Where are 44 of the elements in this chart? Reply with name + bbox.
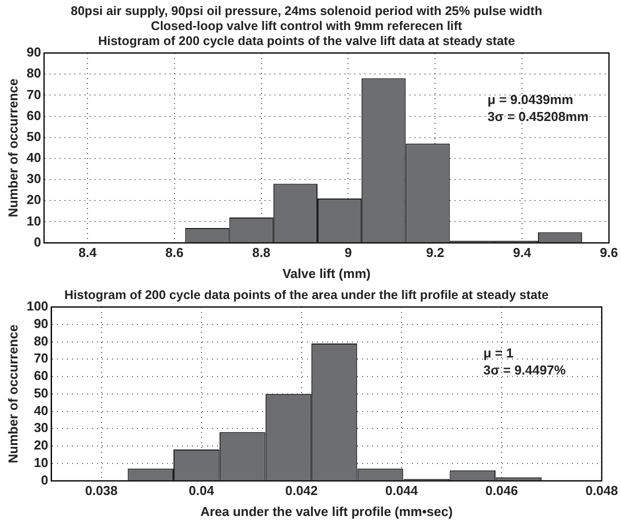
y-tick-label: 100 bbox=[26, 298, 48, 314]
y-tick-label: 40 bbox=[26, 150, 42, 166]
x-tick-label: 8.4 bbox=[78, 245, 98, 260]
y-tick-label: 80 bbox=[34, 333, 48, 348]
y-tick-label: 30 bbox=[26, 171, 42, 186]
x-tick-label: 0.044 bbox=[385, 483, 419, 498]
y-tick-label: 30 bbox=[34, 420, 48, 436]
y-tick-label: 90 bbox=[34, 316, 48, 331]
y-tick-label: 20 bbox=[34, 438, 48, 453]
annotation: μ = 9.0439mm bbox=[488, 92, 574, 108]
y-tick-label: 60 bbox=[26, 108, 42, 123]
annotation: 3σ = 0.45208mm bbox=[488, 109, 589, 124]
x-axis-title: Valve lift (mm) bbox=[282, 266, 371, 281]
chart-title: Histogram of 200 cycle data points of the area under the lift profile at steady state bbox=[64, 288, 549, 302]
x-tick-label: 9.4 bbox=[513, 245, 532, 260]
x-tick-label: 0.04 bbox=[188, 483, 215, 498]
x-tick-label: 9.6 bbox=[600, 245, 618, 260]
x-tick-label: 8.8 bbox=[252, 245, 270, 260]
annotation: μ = 1 bbox=[483, 346, 514, 361]
x-tick-label: 0.046 bbox=[485, 483, 518, 498]
chart-title: 80psi air supply, 90psi oil pressure, 24ms solenoid period with 25% pulse width Closed-loop valve lift control with 9mm referecen lift Histogram of 200 cycle data points of the valve lift data at steady state bbox=[70, 4, 542, 48]
x-tick-label: 8.6 bbox=[165, 245, 184, 260]
y-axis-title: Number of occurrence bbox=[5, 324, 20, 464]
y-tick-label: 60 bbox=[34, 368, 48, 384]
y-tick-label: 0 bbox=[34, 234, 42, 250]
x-tick-label: 0.038 bbox=[85, 483, 118, 498]
y-tick-label: 10 bbox=[34, 455, 48, 470]
y-axis-title: Number of occurrence bbox=[5, 78, 20, 218]
y-tick-label: 40 bbox=[34, 402, 48, 418]
annotation: 3σ = 9.4497% bbox=[483, 362, 566, 378]
x-tick-label: 9 bbox=[344, 245, 352, 260]
x-tick-label: 9.2 bbox=[426, 245, 444, 260]
y-tick-label: 80 bbox=[26, 66, 42, 81]
y-tick-label: 90 bbox=[26, 44, 42, 60]
y-tick-label: 10 bbox=[26, 213, 42, 228]
y-tick-label: 50 bbox=[34, 385, 48, 400]
y-tick-label: 70 bbox=[34, 350, 48, 366]
y-tick-label: 70 bbox=[26, 86, 42, 102]
y-tick-label: 50 bbox=[26, 128, 42, 144]
y-tick-label: 0 bbox=[41, 472, 48, 488]
x-tick-label: 0.042 bbox=[285, 483, 318, 498]
x-tick-label: 0.048 bbox=[585, 483, 618, 498]
y-tick-label: 20 bbox=[26, 192, 42, 208]
x-axis-title: Area under the valve lift profile (mm•sec) bbox=[200, 504, 453, 519]
